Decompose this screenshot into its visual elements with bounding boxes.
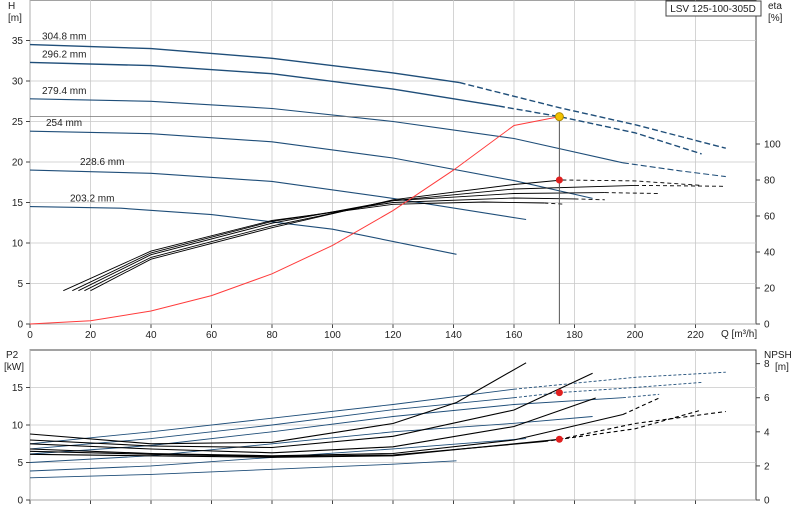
power-npsh-y-right-tick-label: 8 [764,359,770,370]
npsh-axis-label: NPSH [764,350,792,361]
npsh-curve-extension [513,381,702,399]
performance-x-tick-label: 180 [566,330,583,341]
head-curve-label: 203.2 mm [70,194,114,205]
performance-y-right-tick-label: 40 [764,248,776,259]
performance-plot-area: 0 20 40 60 80 100 120 140 160 180 200 2200510152025… [12,0,781,341]
npsh-curve-extension [622,393,660,399]
performance-y-left-tick-label: 25 [12,117,24,128]
head-curve [29,61,500,107]
performance-y-left-tick-label: 10 [12,239,24,250]
performance-y-right-tick-label: 60 [764,212,776,223]
performance-x-tick-label: 80 [266,330,278,341]
flow-axis-label: Q [m³/h] [721,329,757,340]
power-npsh-y-right-tick-label: 6 [764,393,770,404]
head-curve [29,169,527,221]
performance-x-tick-label: 160 [506,330,523,341]
performance-x-tick-label: 20 [85,330,97,341]
performance-y-right-tick-label: 0 [764,320,770,331]
power-curve-extension [559,410,726,440]
performance-y-right-tick-label: 100 [764,140,781,151]
power-operating-point [555,435,563,443]
performance-y-left-tick-label: 0 [17,320,23,331]
head-curve-label: 279.4 mm [42,86,86,97]
performance-y-left-tick-label: 5 [17,279,23,290]
head-curve-label: 296.2 mm [42,49,86,60]
npsh-axis-unit: [m] [775,362,789,373]
performance-y-left-tick-label: 15 [12,198,24,209]
performance-y-right-tick-label: 80 [764,176,776,187]
performance-x-tick-label: 120 [385,330,402,341]
head-curve-label: 254 mm [46,118,82,129]
power-npsh-plot-area: 0 5 10 15 0 2 4 6 8 [12,349,770,507]
power-curve [29,362,527,445]
power-npsh-y-left-tick-label: 0 [17,496,23,507]
head-curve-extension [459,81,726,149]
head-curve-extension [622,162,726,178]
performance-x-tick-label: 100 [324,330,341,341]
power-curve [29,372,593,449]
performance-x-tick-label: 200 [627,330,644,341]
pump-model-box: LSV 125-100-305D [665,0,762,17]
head-curve [29,206,457,255]
head-curve [29,43,460,84]
efficiency-curve [78,192,605,292]
power-curve-extension [544,409,702,443]
head-curve-extension [498,105,702,155]
head-curve-label: 228.6 mm [80,157,124,168]
npsh-operating-point [555,389,563,397]
power-npsh-y-left-tick-label: 5 [17,458,23,469]
eta-axis-label: eta [768,1,782,12]
npsh-curve [29,460,457,479]
efficiency-curve-extension [604,192,660,194]
performance-y-right-tick-label: 20 [764,284,776,295]
power-npsh-y-left-tick-label: 15 [12,383,24,394]
performance-x-tick-label: 140 [445,330,462,341]
pump-model-label: LSV 125-100-305D [670,4,756,15]
power-curve [29,438,560,458]
performance-y-left-tick-label: 35 [12,36,24,47]
eta-axis-unit: [%] [768,13,783,24]
performance-y-left-tick-label: 20 [12,158,24,169]
duty-point-marker [554,112,564,122]
npsh-curve-extension [513,371,726,390]
efficiency-curve-extension [634,184,726,187]
head-curve [29,98,624,164]
power-npsh-y-right-tick-label: 0 [764,496,770,507]
performance-x-tick-label: 220 [687,330,704,341]
power-axis-label: P2 [6,350,19,361]
power-curve [29,397,596,454]
system-curve [29,116,560,325]
power-axis-unit: [kW] [4,362,24,373]
head-axis-unit: [m] [8,13,22,24]
power-npsh-y-left-tick-label: 10 [12,421,24,432]
power-npsh-y-right-tick-label: 2 [764,461,770,472]
head-curve-label: 304.8 mm [42,32,86,43]
power-npsh-y-right-tick-label: 4 [764,427,770,438]
performance-x-tick-label: 40 [145,330,157,341]
efficiency-operating-point [555,176,563,184]
npsh-curve [29,388,515,445]
npsh-curve [29,397,623,455]
efficiency-curve-extension [562,179,702,186]
efficiency-curve-extension [574,198,605,201]
performance-x-tick-label: 60 [206,330,218,341]
performance-x-tick-label: 0 [27,330,33,341]
power-curve [29,413,624,457]
performance-y-left-tick-label: 30 [12,77,24,88]
efficiency-curve [90,179,563,292]
npsh-curve [29,397,515,450]
head-axis-label: H [8,1,15,12]
